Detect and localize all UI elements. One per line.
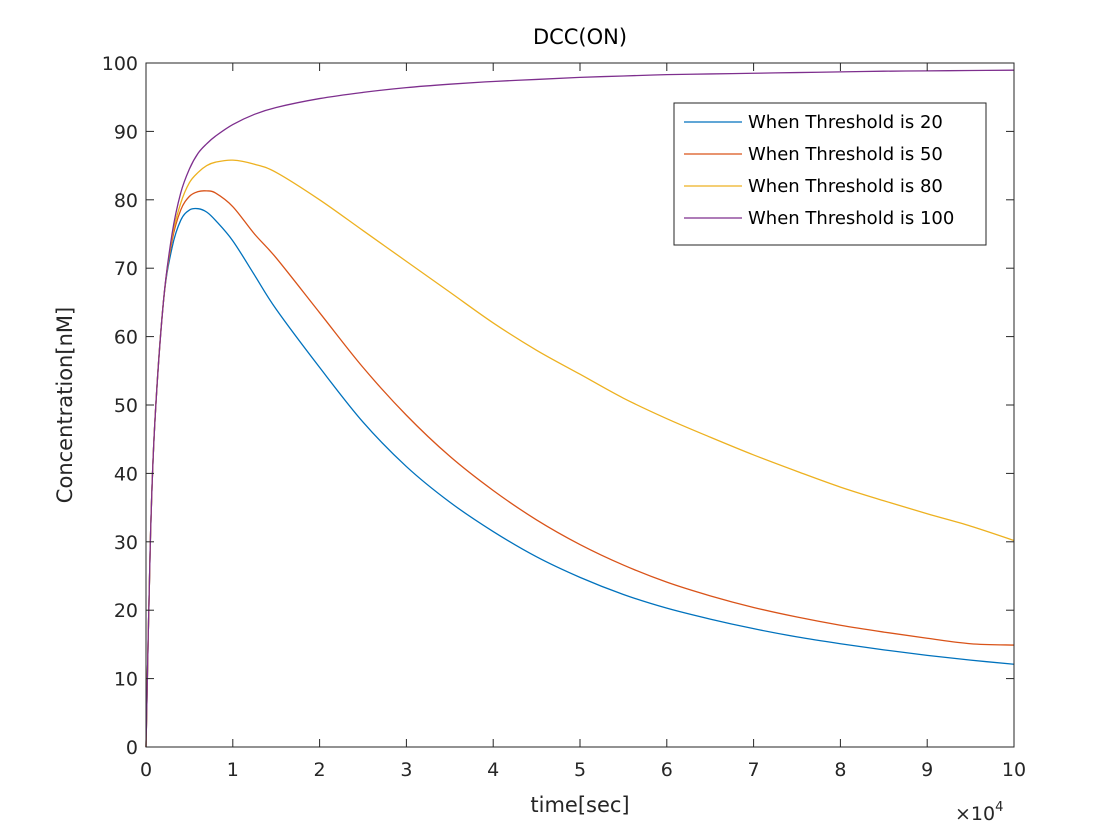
- chart-title: DCC(ON): [533, 25, 627, 49]
- y-tick-label: 0: [126, 737, 138, 759]
- x-tick-label: 7: [748, 759, 760, 781]
- legend-box: [673, 102, 987, 246]
- y-tick-label: 20: [114, 600, 138, 622]
- x-tick-label: 5: [574, 759, 586, 781]
- x-tick-label: 1: [227, 759, 239, 781]
- legend-label-3: When Threshold is 80: [748, 176, 943, 197]
- y-tick-label: 40: [114, 463, 138, 485]
- x-tick-label: 2: [314, 759, 326, 781]
- legend-label-2: When Threshold is 50: [748, 144, 943, 165]
- x-tick-label: 9: [921, 759, 933, 781]
- x-tick-label: 4: [487, 759, 499, 781]
- x-tick-label: 3: [400, 759, 412, 781]
- y-tick-label: 70: [114, 258, 138, 280]
- x-axis-exponent-base: ×10: [955, 803, 995, 825]
- y-tick-label: 10: [114, 669, 138, 691]
- x-tick-label: 8: [834, 759, 846, 781]
- y-tick-label: 60: [114, 327, 138, 349]
- series-line-4: [145, 69, 1015, 748]
- y-axis-title: Concentration[nM]: [53, 307, 77, 503]
- series-layer: [145, 69, 1015, 748]
- y-tick-label: 30: [114, 532, 138, 554]
- x-tick-label: 10: [1002, 759, 1026, 781]
- y-tick-label: 50: [114, 395, 138, 417]
- series-line-1: [145, 207, 1015, 748]
- x-axis-title: time[sec]: [530, 793, 629, 817]
- x-axis-exponent-power: 4: [995, 800, 1003, 815]
- legend-label-1: When Threshold is 20: [748, 112, 943, 133]
- y-tick-label: 90: [114, 121, 138, 143]
- legend-label-4: When Threshold is 100: [748, 208, 954, 229]
- x-tick-label: 0: [140, 759, 152, 781]
- x-axis-exponent-label: ×104: [955, 800, 1003, 825]
- legend: When Threshold is 20 When Threshold is 50…: [673, 102, 987, 246]
- y-tick-label: 80: [114, 190, 138, 212]
- x-tick-label: 6: [661, 759, 673, 781]
- y-tick-label: 100: [102, 53, 138, 75]
